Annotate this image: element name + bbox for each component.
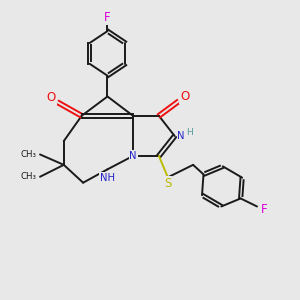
Text: F: F bbox=[104, 11, 111, 24]
Text: F: F bbox=[261, 203, 268, 216]
Text: H: H bbox=[186, 128, 193, 137]
Text: N: N bbox=[129, 151, 137, 161]
Text: CH₃: CH₃ bbox=[21, 150, 37, 159]
Text: N: N bbox=[178, 131, 185, 141]
Text: NH: NH bbox=[100, 172, 115, 183]
Text: O: O bbox=[180, 90, 189, 103]
Text: O: O bbox=[47, 91, 56, 103]
Text: S: S bbox=[164, 177, 172, 190]
Text: CH₃: CH₃ bbox=[21, 172, 37, 181]
